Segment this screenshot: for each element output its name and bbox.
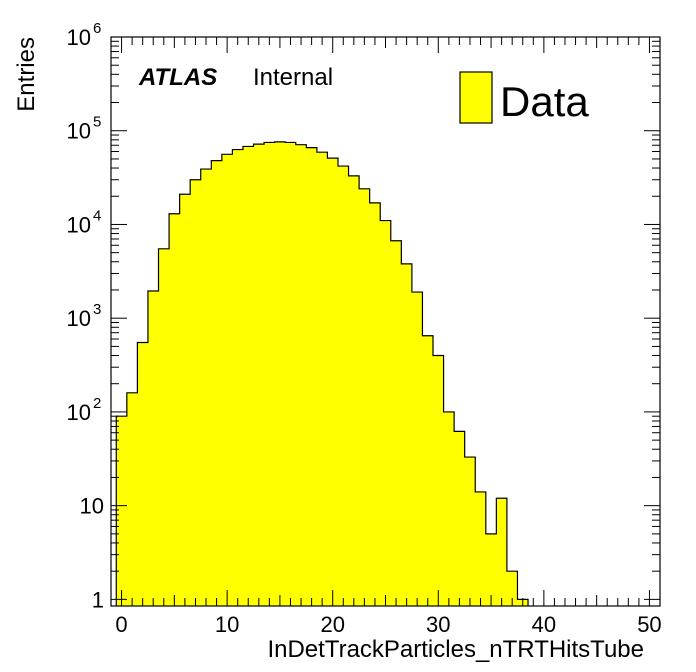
histogram-bin bbox=[506, 571, 518, 606]
y-tick-label: 10 bbox=[67, 400, 91, 425]
atlas-status-label: Internal bbox=[253, 64, 333, 91]
y-tick-label: 1 bbox=[92, 587, 104, 612]
histogram-bin bbox=[253, 144, 265, 606]
histogram-bin bbox=[221, 154, 233, 606]
y-axis-ticks bbox=[111, 36, 660, 600]
y-tick-label: 10 bbox=[80, 494, 104, 519]
histogram-bin bbox=[475, 491, 487, 606]
y-tick-label: 10 bbox=[67, 119, 91, 144]
histogram-bin bbox=[327, 158, 339, 606]
legend-label-data: Data bbox=[500, 78, 589, 125]
histogram-bin bbox=[295, 144, 307, 607]
histogram-outline bbox=[115, 141, 529, 606]
x-tick-label: 30 bbox=[426, 612, 450, 637]
y-axis-title: Entries bbox=[13, 37, 40, 112]
histogram-bin bbox=[454, 431, 466, 606]
atlas-label: ATLAS bbox=[138, 64, 217, 91]
histogram-bin bbox=[433, 355, 444, 606]
histogram-bin bbox=[422, 335, 434, 606]
histogram-bin bbox=[337, 166, 349, 607]
legend-swatch-data bbox=[459, 71, 493, 124]
y-tick-label: 10 bbox=[67, 212, 91, 237]
histogram-bin bbox=[485, 533, 497, 606]
histogram-bin bbox=[411, 292, 423, 606]
histogram-bin bbox=[369, 202, 381, 607]
y-tick-exponent: 6 bbox=[93, 20, 101, 37]
histogram-bin bbox=[190, 179, 202, 607]
x-tick-label: 40 bbox=[532, 612, 556, 637]
y-tick-exponent: 2 bbox=[93, 395, 101, 412]
histogram-bin bbox=[401, 263, 413, 606]
x-axis-ticks bbox=[110, 37, 661, 606]
y-tick-exponent: 4 bbox=[93, 207, 101, 224]
histogram-bin bbox=[242, 146, 254, 606]
y-tick-exponent: 3 bbox=[93, 301, 101, 318]
histogram-bin bbox=[126, 392, 138, 606]
x-tick-label: 10 bbox=[215, 612, 239, 637]
y-tick-exponent: 5 bbox=[93, 114, 101, 131]
histogram-bin bbox=[380, 220, 392, 606]
x-axis-title: InDetTrackParticles_nTRTHitsTube bbox=[267, 636, 644, 663]
histogram-bin bbox=[443, 411, 455, 606]
x-axis-tick-labels: 0 10 20 30 40 50 bbox=[115, 612, 661, 637]
histogram-bin bbox=[316, 152, 328, 606]
histogram-bin bbox=[137, 342, 149, 606]
histogram-bin bbox=[211, 160, 223, 607]
histogram-bin bbox=[390, 240, 402, 606]
histogram-bin bbox=[116, 416, 128, 606]
histogram-bin bbox=[464, 457, 476, 606]
histogram-bin bbox=[306, 147, 318, 606]
y-tick-label: 10 bbox=[67, 25, 91, 50]
histogram-bin bbox=[169, 213, 181, 606]
histogram-bin bbox=[200, 169, 212, 606]
histogram-bin bbox=[285, 142, 297, 606]
histogram-bars bbox=[116, 141, 529, 607]
histogram-bin bbox=[359, 188, 371, 606]
histogram-bin bbox=[147, 291, 159, 606]
histogram-bin bbox=[264, 142, 276, 606]
histogram-bin bbox=[348, 175, 360, 607]
x-tick-label: 50 bbox=[637, 612, 661, 637]
x-tick-label: 0 bbox=[115, 612, 127, 637]
y-tick-label: 10 bbox=[67, 306, 91, 331]
histogram-bin bbox=[179, 194, 191, 606]
histogram-bin bbox=[232, 149, 244, 607]
x-tick-label: 20 bbox=[320, 612, 344, 637]
histogram-bin bbox=[274, 141, 286, 606]
histogram-bin bbox=[158, 248, 170, 607]
histogram-bin bbox=[496, 498, 508, 606]
